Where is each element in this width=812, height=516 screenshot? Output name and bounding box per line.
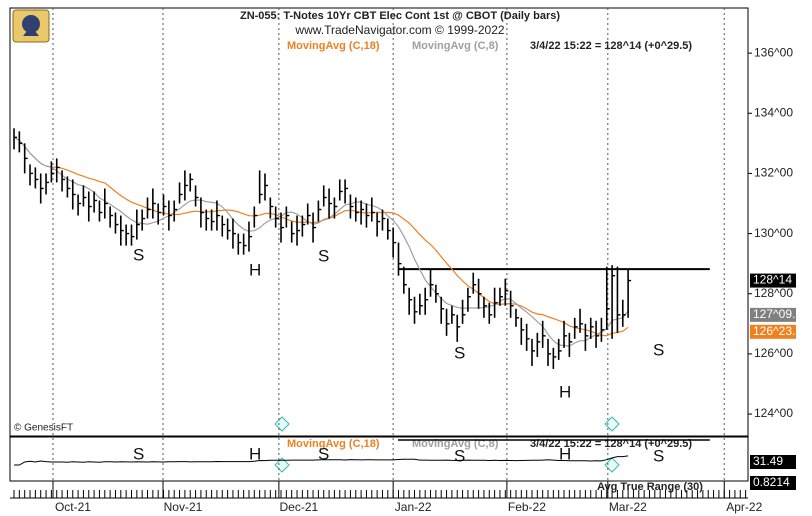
annotation: S <box>318 246 329 265</box>
ma8-tag: 127^09.5 <box>753 307 802 321</box>
last-price-tag: 128^14 <box>753 273 792 287</box>
y-tick-label: 134^00 <box>754 105 793 119</box>
atr-tag: 31.49 <box>753 454 783 468</box>
annotation-echo: S <box>318 444 329 463</box>
atr-label: Avg True Range (30) <box>597 481 703 493</box>
annotation: S <box>653 340 664 359</box>
legend-ma18: MovingAvg (C,18) <box>287 40 380 52</box>
atr-tag-bg <box>750 476 796 490</box>
chart-title: ZN-055: T-Notes 10Yr CBT Elec Cont 1st @… <box>240 10 560 22</box>
atr-tag: 0.8214 <box>753 475 790 489</box>
x-tick-label: Dec-21 <box>280 500 319 514</box>
annotation: S <box>133 245 144 264</box>
annotation-echo: S <box>653 446 664 465</box>
x-tick-label: Apr-22 <box>726 500 762 514</box>
annotation-echo: S <box>454 446 465 465</box>
x-tick-label: Nov-21 <box>164 500 203 514</box>
atr-line <box>14 455 629 466</box>
ma8-tag-bg <box>750 307 796 322</box>
x-tick-label: Mar-22 <box>609 500 647 514</box>
moving-average <box>13 136 629 337</box>
event-icons <box>274 416 620 473</box>
annotation-echo: H <box>559 444 571 463</box>
atr-tag-bg <box>750 455 796 469</box>
quote-echo: 3/4/22 15:22 = 128^14 (+0^29.5) <box>530 438 692 450</box>
lower-pane <box>9 436 749 482</box>
annotation-echo: S <box>133 444 144 463</box>
y-tick-label: 128^00 <box>754 286 793 300</box>
moving-average <box>13 136 629 347</box>
y-tick-label: 136^00 <box>754 45 793 59</box>
copyright: www.TradeNavigator.com © 1999-2022 <box>294 23 504 37</box>
y-tick-label: 130^00 <box>754 226 793 240</box>
logo <box>12 9 50 43</box>
quote: 3/4/22 15:22 = 128^14 (+0^29.5) <box>530 40 692 52</box>
annotation: S <box>454 343 465 362</box>
y-tick-label: 126^00 <box>754 346 793 360</box>
last-price-tag-bg <box>750 273 796 288</box>
annotation: H <box>249 260 261 279</box>
legend-ma18-echo: MovingAvg (C,18) <box>287 438 380 450</box>
watermark: © GenesisFT <box>14 423 73 434</box>
y-tick-label: 132^00 <box>754 166 793 180</box>
legend-ma8-echo: MovingAvg (C,8) <box>412 438 499 450</box>
x-tick-label: Jan-22 <box>395 500 432 514</box>
annotation: H <box>559 382 571 401</box>
x-tick-label: Oct-21 <box>55 500 91 514</box>
y-tick-label: 124^00 <box>754 406 793 420</box>
ma18-tag-bg <box>750 324 796 339</box>
main-pane <box>9 7 749 437</box>
legend-ma8: MovingAvg (C,8) <box>412 40 499 52</box>
ma18-tag: 126^23.5 <box>753 324 802 338</box>
annotation-echo: H <box>249 444 261 463</box>
x-tick-label: Feb-22 <box>508 500 546 514</box>
